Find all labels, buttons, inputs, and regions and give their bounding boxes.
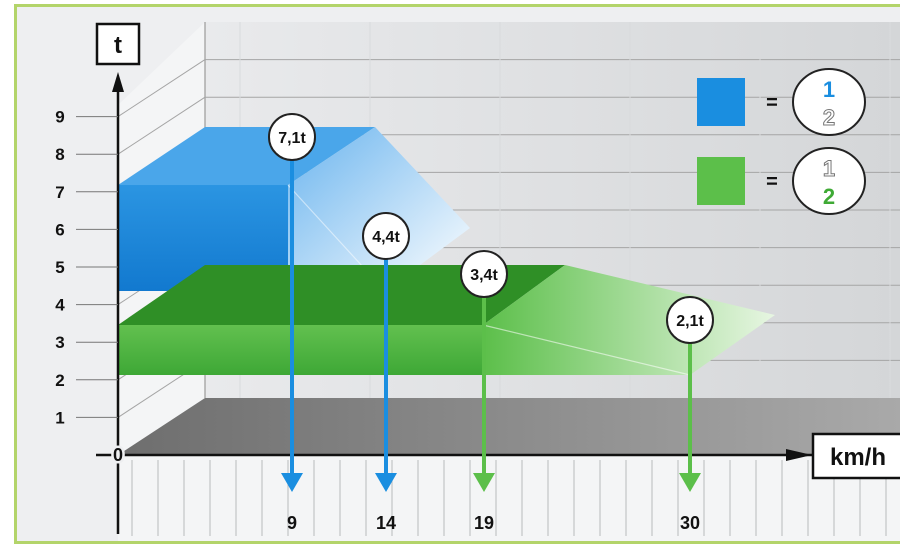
value-bubble	[666, 296, 714, 344]
series-2-top-face	[118, 265, 565, 325]
y-tick-label: 9	[55, 108, 64, 127]
series-2-front-face	[118, 325, 483, 375]
series-2-slope-face	[483, 265, 775, 375]
y-tick-label: 6	[55, 220, 64, 239]
x-marker-label: 9	[287, 513, 297, 533]
value-bubble	[268, 113, 316, 161]
origin-label: 0	[113, 445, 123, 465]
x-marker-label: 14	[376, 513, 396, 533]
drop-arrow	[679, 473, 701, 492]
legend-top-number: 1	[823, 77, 835, 102]
value-bubble	[362, 212, 410, 260]
legend-badge	[792, 147, 866, 215]
x-axis-tick-marks	[131, 460, 887, 536]
drop-arrow	[375, 473, 397, 492]
y-axis-ticks: 1 2 3 4 5 6 7 8 9	[55, 108, 118, 427]
series-2-edge	[482, 324, 691, 376]
x-axis-tick-strip	[118, 455, 900, 541]
value-label: 2,1t	[676, 313, 704, 330]
x-axis-label-box	[811, 432, 900, 480]
value-label: 3,4t	[470, 267, 498, 284]
y-tick-label: 7	[55, 183, 64, 202]
legend-bottom-number: 2	[823, 105, 835, 130]
x-axis-arrow	[786, 449, 812, 461]
y-axis-label: t	[114, 32, 122, 59]
drop-arrow	[281, 473, 303, 492]
value-label: 4,4t	[372, 229, 400, 246]
legend-equals: =	[766, 171, 778, 193]
frame-border-top	[14, 4, 900, 7]
series-1-slope-face	[288, 127, 470, 291]
legend-swatch	[697, 78, 745, 126]
y-tick-label: 8	[55, 145, 64, 164]
y-axis-label-box	[95, 22, 141, 66]
x-axis-labels: 9 14 19 30	[287, 513, 700, 533]
x-axis-label: km/h	[830, 444, 886, 471]
grid-line-side	[117, 96, 206, 155]
series-1-front-face	[118, 185, 288, 291]
frame-border-left	[14, 4, 17, 544]
legend-badge	[792, 68, 866, 136]
series-2-block	[118, 265, 775, 376]
legend: = 1 2 = 1 2	[697, 68, 866, 215]
x-marker-label: 19	[474, 513, 494, 533]
legend-bottom-number: 2	[823, 184, 835, 209]
y-tick-label: 3	[55, 333, 64, 352]
y-tick-label: 1	[55, 408, 64, 427]
frame-border-bottom	[14, 541, 900, 544]
legend-equals: =	[766, 92, 778, 114]
grid-line-side	[117, 59, 206, 118]
value-label: 7,1t	[278, 130, 306, 147]
drop-arrow	[473, 473, 495, 492]
data-markers: 7,1t 4,4t 3,4t 2,1t	[268, 113, 714, 492]
legend-top-number: 1	[823, 156, 835, 181]
y-tick-label: 5	[55, 258, 64, 277]
x-marker-label: 30	[680, 513, 700, 533]
y-tick-label: 2	[55, 371, 64, 390]
legend-swatch	[697, 157, 745, 205]
value-bubble	[460, 250, 508, 298]
y-axis-arrow	[112, 72, 124, 92]
chart-floor	[118, 398, 900, 455]
y-tick-label: 4	[55, 296, 65, 315]
